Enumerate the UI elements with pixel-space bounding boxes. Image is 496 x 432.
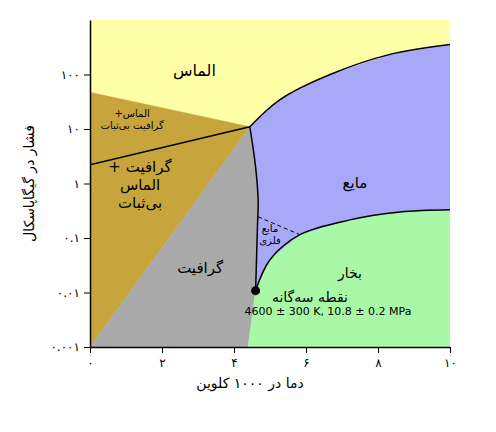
x-tick: ۰ xyxy=(87,347,93,370)
annotation: بخار xyxy=(337,265,362,282)
annotation: گرافیت xyxy=(177,259,224,277)
y-tick-mark xyxy=(84,184,90,185)
x-tick-mark xyxy=(450,347,451,353)
y-tick: ۰.۰۰۱ xyxy=(50,340,90,354)
y-tick-mark xyxy=(84,129,90,130)
phase-boundary xyxy=(250,127,258,291)
x-tick-mark xyxy=(162,347,163,353)
x-tick-label: ۴ xyxy=(231,356,237,370)
y-tick-label: ۰.۰۰۱ xyxy=(50,340,80,354)
y-tick-label: ۱ xyxy=(74,177,80,191)
x-tick-label: ۶ xyxy=(303,356,309,370)
annotation: نقطه سه‌گانه xyxy=(272,289,348,305)
y-axis: ۰.۰۰۱ ۰.۰۱ ۰.۱ ۱ ۱۰ ۱۰۰ xyxy=(50,21,90,355)
phase-boundary xyxy=(256,210,450,291)
annotation: الماس xyxy=(120,176,160,194)
plot-area xyxy=(90,20,450,347)
x-tick-mark xyxy=(306,347,307,353)
annotation: گرافیت بی‌ثبات xyxy=(101,120,164,131)
x-tick: ۲ xyxy=(159,347,165,370)
y-tick-mark xyxy=(84,347,90,348)
y-tick-label: ۰.۱ xyxy=(63,231,80,245)
annotation: گرافیت + xyxy=(108,158,172,176)
phase-boundary xyxy=(258,217,300,235)
y-tick-mark xyxy=(84,293,90,294)
x-tick: ۱۰ xyxy=(444,347,457,370)
x-tick: ۶ xyxy=(303,347,309,370)
annotation: بی‌ثبات xyxy=(118,194,162,212)
annotations: الماسالماس+گرافیت بی‌ثباتگرافیت +الماسبی… xyxy=(101,61,412,318)
annotation: مایع xyxy=(262,223,279,235)
y-tick: ۱ xyxy=(74,177,90,191)
annotation: فلزی xyxy=(259,235,281,246)
y-tick: ۱۰ xyxy=(67,122,90,136)
annotation: مایع xyxy=(343,174,368,192)
y-tick-label: ۱۰ xyxy=(67,122,80,136)
x-tick-label: ۸ xyxy=(375,356,382,370)
x-tick-label: ۲ xyxy=(159,356,165,370)
x-tick-label: ۱۰ xyxy=(444,356,457,370)
x-tick-mark xyxy=(378,347,379,353)
x-tick-mark xyxy=(234,347,235,353)
y-tick-mark xyxy=(84,75,90,76)
phase-region xyxy=(248,210,450,347)
annotation: 4600 ± 300 K, 10.8 ± 0.2 MPa xyxy=(244,305,411,318)
x-axis-title: دما در ۱۰۰۰ کلوین xyxy=(196,375,304,392)
x-axis: ۰ ۲ ۴ ۶ ۸ ۱۰ xyxy=(87,347,457,370)
y-tick: ۱۰۰ xyxy=(61,68,90,82)
x-tick-label: ۰ xyxy=(87,356,93,370)
triple-point xyxy=(251,286,260,295)
y-tick: ۰.۱ xyxy=(63,231,90,245)
y-tick-label: ۰.۰۱ xyxy=(57,286,80,300)
phase-boundary xyxy=(250,45,450,127)
y-tick-mark xyxy=(84,238,90,239)
annotation: الماس xyxy=(173,61,216,80)
x-tick: ۸ xyxy=(375,347,382,370)
y-axis-title: فشار در گیگاپاسکال xyxy=(21,125,38,242)
phase-region xyxy=(90,127,258,347)
axis-line xyxy=(91,347,451,349)
x-tick-mark xyxy=(90,347,91,353)
annotation: الماس+ xyxy=(114,108,149,119)
y-tick-label: ۱۰۰ xyxy=(61,68,80,82)
x-tick: ۴ xyxy=(231,347,237,370)
y-tick: ۰.۰۱ xyxy=(57,286,90,300)
chart: ۰ ۲ ۴ ۶ ۸ ۱۰ ۰.۰۰۱ ۰.۰۱ ۰.۱ ۱ ۱۰ ۱۰۰ دما در ۱۰۰۰ کلو… xyxy=(0,0,496,432)
